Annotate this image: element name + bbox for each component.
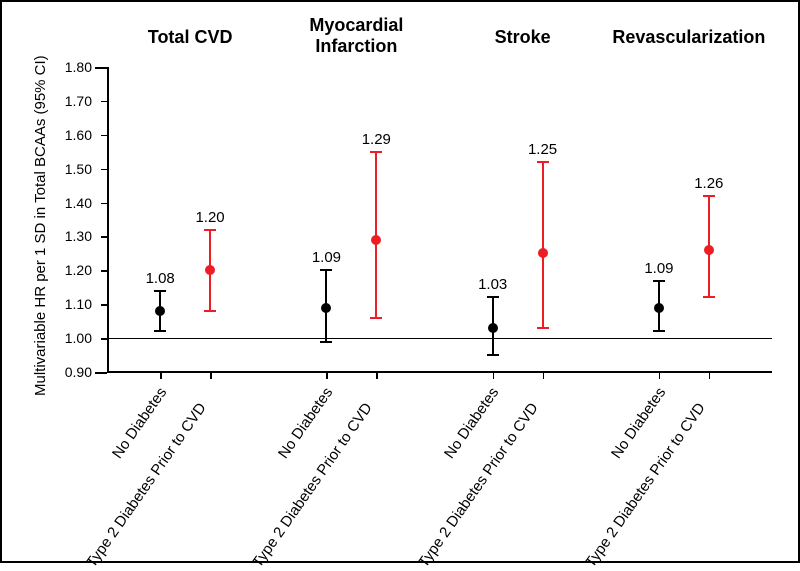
y-tick-label: 1.20 xyxy=(52,262,92,278)
error-cap-lower xyxy=(154,330,166,332)
point-marker xyxy=(488,323,498,333)
y-axis-title: Multivariable HR per 1 SD in Total BCAAs… xyxy=(32,55,49,396)
panel-title-line: Myocardial xyxy=(273,15,439,36)
point-value-label: 1.09 xyxy=(301,249,351,266)
y-tick-label: 1.50 xyxy=(52,161,92,177)
x-tick xyxy=(326,372,328,379)
error-cap-lower xyxy=(204,310,216,312)
x-tick xyxy=(160,372,162,379)
reference-line xyxy=(107,338,772,339)
x-tick xyxy=(493,372,495,379)
chart-frame: Multivariable HR per 1 SD in Total BCAAs… xyxy=(0,0,800,563)
x-tick xyxy=(543,372,545,379)
y-tick xyxy=(101,236,107,238)
point-marker xyxy=(321,303,331,313)
y-tick xyxy=(101,101,107,103)
error-cap-upper xyxy=(653,280,665,282)
point-value-label: 1.03 xyxy=(468,276,518,293)
error-cap-upper xyxy=(320,269,332,271)
y-tick-label: 1.80 xyxy=(52,59,92,75)
y-tick xyxy=(95,67,107,69)
error-cap-upper xyxy=(703,195,715,197)
error-cap-upper xyxy=(204,229,216,231)
point-marker xyxy=(205,265,215,275)
point-value-label: 1.26 xyxy=(684,175,734,192)
y-tick-label: 1.00 xyxy=(52,330,92,346)
error-cap-upper xyxy=(487,296,499,298)
point-value-label: 1.08 xyxy=(135,270,185,287)
panel-title: MyocardialInfarction xyxy=(273,15,439,57)
point-marker xyxy=(538,248,548,258)
point-marker xyxy=(371,235,381,245)
y-tick xyxy=(95,372,107,374)
y-tick xyxy=(101,169,107,171)
panel-title: Total CVD xyxy=(107,27,273,48)
error-cap-upper xyxy=(370,151,382,153)
y-tick xyxy=(101,304,107,306)
error-cap-lower xyxy=(320,341,332,343)
y-tick-label: 1.40 xyxy=(52,195,92,211)
panel-title-line: Infarction xyxy=(273,36,439,57)
panel-title: Stroke xyxy=(440,27,606,48)
x-tick xyxy=(210,372,212,379)
point-value-label: 1.09 xyxy=(634,260,684,277)
point-marker xyxy=(654,303,664,313)
x-tick xyxy=(376,372,378,379)
error-cap-lower xyxy=(370,317,382,319)
x-tick xyxy=(659,372,661,379)
y-tick xyxy=(101,135,107,137)
point-value-label: 1.29 xyxy=(351,131,401,148)
x-tick xyxy=(709,372,711,379)
point-value-label: 1.20 xyxy=(185,209,235,226)
panel-title: Revascularization xyxy=(606,27,772,48)
error-cap-lower xyxy=(487,354,499,356)
error-cap-lower xyxy=(703,296,715,298)
error-cap-lower xyxy=(537,327,549,329)
y-tick xyxy=(101,203,107,205)
y-tick xyxy=(101,270,107,272)
y-axis-line xyxy=(107,67,109,372)
point-marker xyxy=(155,306,165,316)
point-marker xyxy=(704,245,714,255)
y-tick-label: 0.90 xyxy=(52,364,92,380)
y-tick-label: 1.30 xyxy=(52,228,92,244)
y-tick-label: 1.10 xyxy=(52,296,92,312)
y-tick-label: 1.70 xyxy=(52,93,92,109)
error-bar xyxy=(542,162,544,328)
x-axis-line xyxy=(107,371,772,373)
error-cap-lower xyxy=(653,330,665,332)
error-cap-upper xyxy=(537,161,549,163)
y-tick-label: 1.60 xyxy=(52,127,92,143)
error-cap-upper xyxy=(154,290,166,292)
point-value-label: 1.25 xyxy=(518,141,568,158)
